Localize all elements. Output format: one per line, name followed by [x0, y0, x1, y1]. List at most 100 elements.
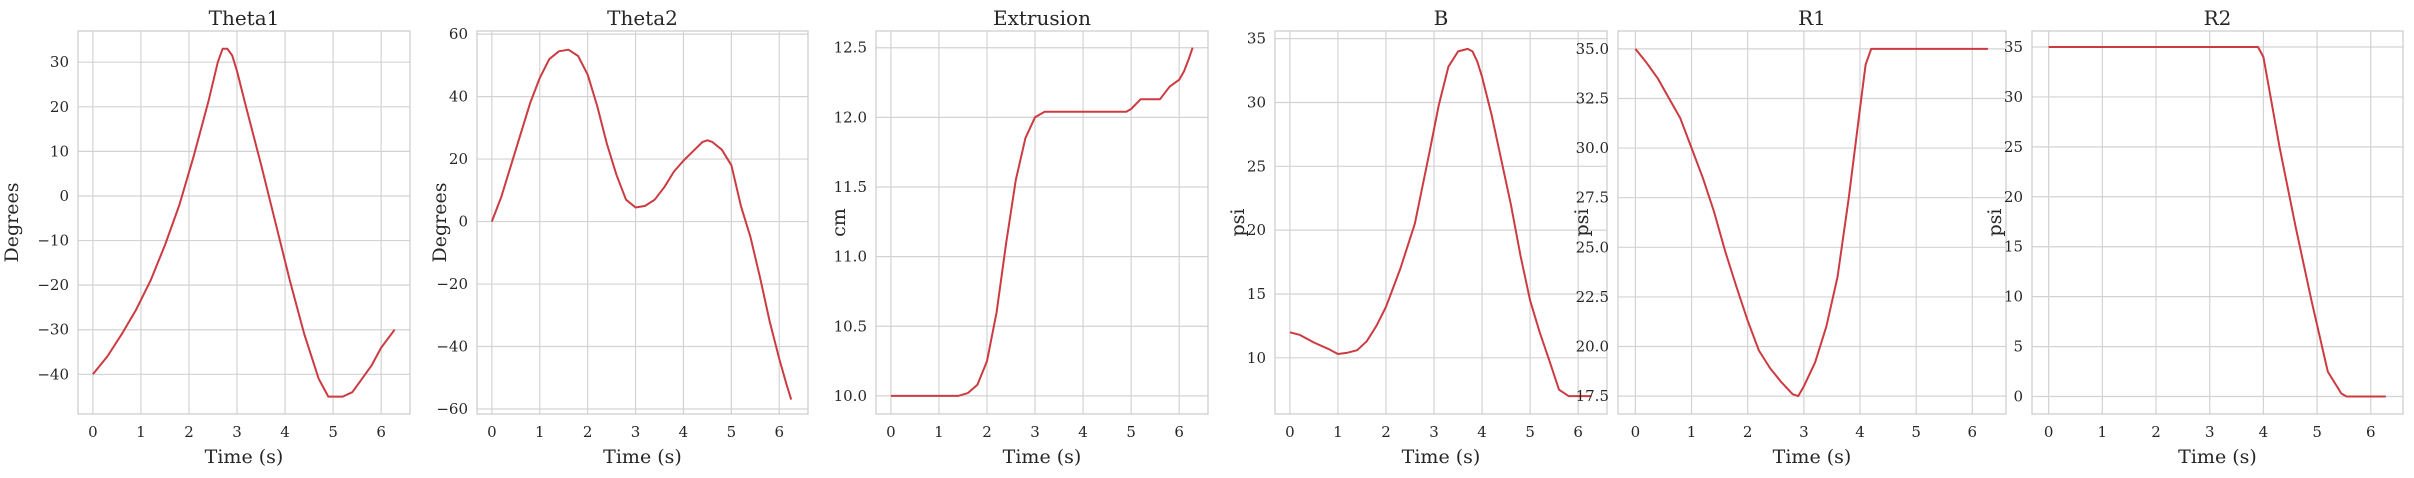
x-tick-label: 6	[376, 423, 386, 441]
y-axis-label: Degrees	[1, 183, 23, 263]
y-tick-label: 0	[2013, 388, 2023, 406]
x-tick-label: 5	[727, 423, 737, 441]
y-tick-label: 11.5	[834, 178, 867, 196]
series-line-r1	[1634, 47, 1988, 398]
y-tick-label: 12.5	[834, 39, 867, 57]
x-tick-label: 3	[1030, 423, 1040, 441]
y-tick-label: 15	[2004, 238, 2023, 256]
chart-title: B	[1434, 6, 1449, 30]
x-tick-label: 0	[88, 423, 98, 441]
x-tick-label: 4	[1477, 423, 1487, 441]
y-tick-label: −30	[37, 321, 69, 339]
x-tick-label: 3	[2205, 423, 2215, 441]
chart-title: R2	[2204, 6, 2232, 30]
y-axis-label: cm	[828, 208, 850, 237]
x-tick-label: 3	[1799, 423, 1809, 441]
series-line-extrusion	[890, 47, 1194, 397]
y-tick-label: 30	[1247, 93, 1266, 111]
x-tick-label: 2	[1743, 423, 1753, 441]
x-tick-label: 2	[583, 423, 593, 441]
y-tick-label: 25	[1247, 157, 1266, 175]
y-tick-label: −40	[436, 338, 468, 356]
y-tick-label: 35	[2004, 38, 2023, 56]
y-tick-label: 10.0	[834, 387, 867, 405]
x-axis-label: Time (s)	[1402, 446, 1481, 468]
x-tick-label: 1	[934, 423, 944, 441]
x-tick-label: 2	[2151, 423, 2161, 441]
y-tick-label: 27.5	[1576, 189, 1609, 207]
x-tick-label: 5	[328, 423, 338, 441]
x-tick-label: 2	[184, 423, 194, 441]
x-tick-label: 1	[535, 423, 545, 441]
y-tick-label: 32.5	[1576, 89, 1609, 107]
y-tick-label: 10	[1247, 349, 1266, 367]
chart-title: R1	[1798, 6, 1826, 30]
series-line-b	[1289, 47, 1592, 398]
x-tick-label: 0	[487, 423, 497, 441]
y-tick-label: 17.5	[1576, 387, 1609, 405]
x-tick-label: 2	[982, 423, 992, 441]
chart-title: Extrusion	[993, 6, 1091, 30]
y-tick-label: 12.0	[834, 108, 867, 126]
x-tick-label: 6	[774, 423, 784, 441]
y-tick-label: 20.0	[1576, 338, 1609, 356]
plot-frame	[476, 30, 809, 415]
x-axis-label: Time (s)	[1003, 446, 1082, 468]
y-tick-label: 30	[2004, 88, 2023, 106]
x-tick-label: 4	[679, 423, 689, 441]
y-tick-label: 25.0	[1576, 238, 1609, 256]
chart-title: Theta2	[607, 6, 678, 30]
y-tick-label: 20	[2004, 188, 2023, 206]
x-tick-label: 4	[1855, 423, 1865, 441]
x-tick-label: 3	[232, 423, 242, 441]
y-axis-label: psi	[1227, 209, 1249, 237]
y-axis-label: psi	[1571, 209, 1593, 237]
x-tick-label: 6	[2366, 423, 2376, 441]
y-tick-label: 40	[449, 88, 468, 106]
x-tick-label: 5	[2312, 423, 2322, 441]
y-tick-label: 25	[2004, 138, 2023, 156]
x-tick-label: 4	[2259, 423, 2269, 441]
y-tick-label: 30	[50, 53, 69, 71]
y-tick-label: 5	[2013, 338, 2023, 356]
y-tick-label: −60	[436, 400, 468, 418]
y-tick-label: 0	[59, 187, 69, 205]
x-tick-label: 2	[1381, 423, 1391, 441]
x-tick-label: 1	[1333, 423, 1343, 441]
x-axis-label: Time (s)	[1773, 446, 1852, 468]
x-tick-label: 6	[1573, 423, 1583, 441]
x-tick-label: 4	[280, 423, 290, 441]
y-tick-label: 22.5	[1576, 288, 1609, 306]
plot-frame	[1617, 30, 2007, 415]
plot-frame	[2031, 30, 2404, 415]
chart-panel-theta2: 0 1 2 3 4 5 6 60 40 20 0 −20 −40 −60 Theta2 Time (s) Deg…	[429, 6, 809, 468]
x-tick-label: 1	[2098, 423, 2108, 441]
y-tick-label: −10	[37, 232, 69, 250]
y-tick-label: 20	[449, 150, 468, 168]
y-tick-label: −40	[37, 365, 69, 383]
x-tick-label: 0	[1285, 423, 1295, 441]
y-axis-label: Degrees	[429, 183, 451, 263]
series-line-theta1	[92, 47, 396, 398]
y-tick-label: −20	[37, 276, 69, 294]
x-tick-label: 3	[631, 423, 641, 441]
y-axis-label: psi	[1984, 209, 2006, 237]
y-tick-label: 35	[1247, 30, 1266, 48]
y-tick-label: 60	[449, 25, 468, 43]
y-tick-label: 35.0	[1576, 40, 1609, 58]
x-tick-label: 1	[136, 423, 146, 441]
plot-frame	[77, 30, 411, 415]
y-tick-label: 10	[50, 142, 69, 160]
y-tick-label: 10	[2004, 288, 2023, 306]
y-tick-label: −20	[436, 275, 468, 293]
series-line-theta2	[490, 48, 793, 400]
chart-panel-theta1: 0 1 2 3 4 5 6 30 20 10 0 −10 −20 −30 −40 Theta1 Time (s)…	[1, 6, 411, 468]
chart-panel-extrusion: 0 1 2 3 4 5 6 12.5 12.0 11.5 11.0 10.5 10.0 Extrusion…	[828, 6, 1209, 468]
y-tick-label: 20	[50, 98, 69, 116]
x-tick-label: 6	[1174, 423, 1184, 441]
x-tick-label: 5	[1525, 423, 1535, 441]
chart-panel-b: 0 1 2 3 4 5 6 35 30 25 20 15 10 B Time (s) psi	[1227, 6, 1608, 468]
x-axis-label: Time (s)	[205, 446, 284, 468]
x-tick-label: 5	[1911, 423, 1921, 441]
x-axis-label: Time (s)	[603, 446, 682, 468]
